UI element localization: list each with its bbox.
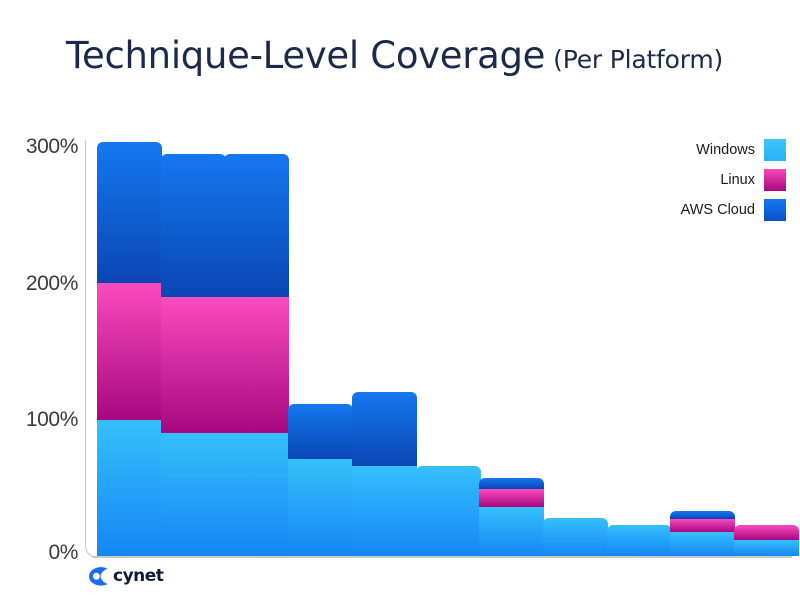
ytick-label-0: 0%: [48, 541, 78, 564]
table-row[interactable]: [224, 153, 290, 556]
chart-subtitle: (Per Platform): [553, 45, 724, 74]
table-row[interactable]: [542, 517, 608, 556]
legend-swatch-linux-icon: [764, 169, 786, 191]
bar-segment-linux[interactable]: [160, 297, 226, 434]
page-title: Technique-Level Coverage (Per Platform): [66, 34, 723, 77]
legend-item-windows[interactable]: Windows: [696, 139, 786, 161]
chart-legend: Windows Linux AWS Cloud: [681, 139, 786, 221]
bar-segment-windows[interactable]: [97, 419, 162, 556]
bar-segment-windows[interactable]: [415, 466, 481, 556]
ytick-label-100: 100%: [25, 408, 79, 431]
bar-segment-aws-cloud[interactable]: [224, 153, 290, 298]
legend-item-aws-cloud[interactable]: AWS Cloud: [681, 199, 786, 221]
table-row[interactable]: [97, 141, 162, 556]
cynet-logo-text: cynet: [113, 566, 164, 586]
bar-segment-linux[interactable]: [97, 283, 162, 420]
ytick-label-300: 300%: [25, 135, 79, 158]
bar-segment-aws-cloud[interactable]: [97, 141, 162, 284]
bar-segment-linux[interactable]: [224, 297, 290, 434]
legend-swatch-windows-icon: [764, 139, 786, 161]
legend-swatch-aws-icon: [764, 199, 786, 221]
bar-segment-aws-cloud[interactable]: [479, 478, 545, 490]
table-row[interactable]: [160, 153, 226, 556]
legend-item-linux[interactable]: Linux: [720, 169, 786, 191]
bar-segment-aws-cloud[interactable]: [288, 403, 354, 459]
bar-segment-windows[interactable]: [160, 433, 226, 556]
bar-segment-windows[interactable]: [542, 517, 608, 556]
table-row[interactable]: [351, 392, 417, 556]
bar-segment-windows[interactable]: [288, 458, 354, 556]
cynet-logo[interactable]: cynet: [88, 566, 164, 586]
table-row[interactable]: [288, 403, 354, 556]
cynet-eye-icon: [89, 566, 108, 586]
bar-segment-linux[interactable]: [670, 519, 736, 532]
table-row[interactable]: [670, 511, 736, 556]
table-row[interactable]: [734, 524, 799, 556]
bar-segment-windows[interactable]: [479, 506, 545, 556]
bar-segment-aws-cloud[interactable]: [351, 392, 417, 466]
bar-segment-windows[interactable]: [734, 539, 799, 556]
bar-segment-aws-cloud[interactable]: [160, 153, 226, 298]
legend-label-windows: Windows: [696, 142, 755, 158]
legend-label-linux: Linux: [720, 172, 755, 188]
bar-segment-linux[interactable]: [479, 489, 545, 507]
x-axis-baseline: [92, 556, 792, 558]
table-row[interactable]: [606, 524, 672, 556]
table-row[interactable]: [415, 466, 481, 556]
bar-segment-linux[interactable]: [734, 524, 799, 540]
chart-title: Technique-Level Coverage: [66, 34, 546, 77]
table-row[interactable]: [479, 478, 545, 556]
bar-segment-windows[interactable]: [351, 466, 417, 556]
ytick-label-200: 200%: [25, 272, 79, 295]
legend-label-aws-cloud: AWS Cloud: [680, 202, 755, 218]
bar-segment-aws-cloud[interactable]: [670, 511, 736, 520]
bar-segment-windows[interactable]: [224, 433, 290, 556]
bar-segment-windows[interactable]: [606, 524, 672, 556]
bar-segment-windows[interactable]: [670, 531, 736, 556]
